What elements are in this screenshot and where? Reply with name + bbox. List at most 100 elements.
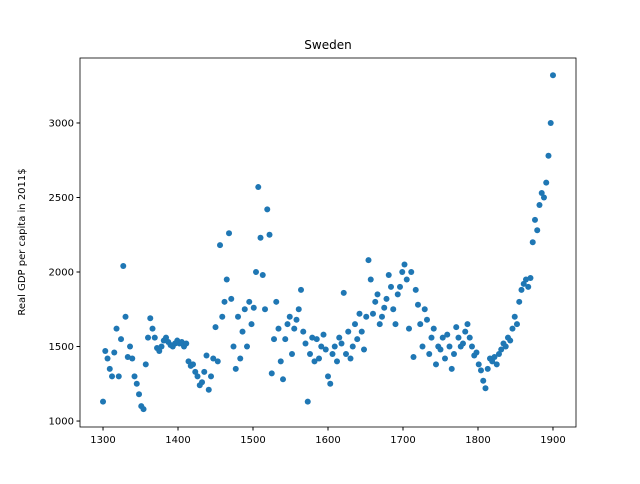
point bbox=[421, 306, 428, 313]
point bbox=[266, 231, 273, 238]
point bbox=[246, 298, 253, 305]
point bbox=[192, 368, 199, 375]
point bbox=[133, 380, 140, 387]
point bbox=[459, 340, 466, 347]
point bbox=[194, 373, 201, 380]
point bbox=[466, 334, 473, 341]
point bbox=[333, 358, 340, 365]
point bbox=[118, 336, 125, 343]
point bbox=[221, 298, 228, 305]
point bbox=[363, 313, 370, 320]
point bbox=[540, 194, 547, 201]
point bbox=[250, 304, 257, 311]
y-tick-label: 2500 bbox=[49, 193, 74, 204]
point bbox=[502, 343, 509, 350]
point bbox=[293, 316, 300, 323]
point bbox=[414, 301, 421, 308]
point bbox=[489, 358, 496, 365]
point bbox=[410, 353, 417, 360]
point bbox=[113, 325, 120, 332]
point bbox=[331, 343, 338, 350]
point bbox=[109, 373, 116, 380]
point bbox=[311, 358, 318, 365]
point bbox=[156, 347, 163, 354]
point bbox=[450, 350, 457, 357]
point bbox=[394, 291, 401, 298]
point bbox=[115, 373, 122, 380]
point bbox=[199, 379, 206, 386]
point bbox=[374, 291, 381, 298]
point bbox=[403, 276, 410, 283]
point bbox=[241, 306, 248, 313]
point bbox=[446, 343, 453, 350]
point bbox=[201, 368, 208, 375]
point bbox=[392, 321, 399, 328]
y-tick-label: 3000 bbox=[49, 118, 74, 129]
point bbox=[151, 334, 158, 341]
point bbox=[437, 346, 444, 353]
point bbox=[360, 346, 367, 353]
point bbox=[257, 234, 264, 241]
point bbox=[277, 358, 284, 365]
point bbox=[534, 227, 541, 234]
x-tick-label: 1900 bbox=[540, 435, 565, 446]
point bbox=[111, 349, 118, 356]
point bbox=[520, 280, 527, 287]
point bbox=[208, 373, 215, 380]
point bbox=[376, 321, 383, 328]
point bbox=[262, 306, 269, 313]
point bbox=[142, 361, 149, 368]
point bbox=[477, 367, 484, 374]
point bbox=[405, 325, 412, 332]
point bbox=[264, 206, 271, 213]
point bbox=[365, 257, 372, 264]
point bbox=[286, 313, 293, 320]
point bbox=[129, 355, 136, 362]
point bbox=[428, 334, 435, 341]
point bbox=[354, 336, 361, 343]
point bbox=[235, 313, 242, 320]
point bbox=[372, 298, 379, 305]
point bbox=[228, 295, 235, 302]
point bbox=[468, 343, 475, 350]
point bbox=[455, 334, 462, 341]
point bbox=[259, 271, 266, 278]
point bbox=[140, 406, 147, 413]
point bbox=[280, 376, 287, 383]
point bbox=[232, 365, 239, 372]
point bbox=[190, 361, 197, 368]
point bbox=[349, 343, 356, 350]
point bbox=[100, 398, 107, 405]
point bbox=[307, 350, 314, 357]
point bbox=[298, 286, 305, 293]
point bbox=[385, 271, 392, 278]
point bbox=[417, 321, 424, 328]
point bbox=[325, 373, 331, 380]
point bbox=[462, 328, 469, 335]
point bbox=[480, 377, 487, 384]
point bbox=[356, 310, 363, 317]
point bbox=[145, 334, 152, 341]
point bbox=[291, 325, 298, 332]
point bbox=[329, 350, 336, 357]
point bbox=[381, 304, 388, 311]
x-tick-label: 1800 bbox=[465, 435, 490, 446]
point bbox=[482, 385, 489, 392]
point bbox=[185, 358, 192, 365]
point bbox=[219, 313, 226, 320]
y-axis-label: Real GDP per capita in 2011$ bbox=[17, 168, 28, 315]
point bbox=[338, 340, 345, 347]
point bbox=[401, 261, 408, 268]
point bbox=[464, 321, 471, 328]
point bbox=[412, 286, 419, 293]
point bbox=[210, 355, 217, 362]
plot-frame bbox=[79, 57, 577, 428]
point bbox=[358, 328, 365, 335]
point bbox=[444, 331, 451, 338]
point bbox=[423, 316, 430, 323]
point bbox=[439, 334, 446, 341]
point bbox=[253, 269, 260, 276]
point bbox=[102, 347, 109, 354]
point bbox=[426, 350, 433, 357]
